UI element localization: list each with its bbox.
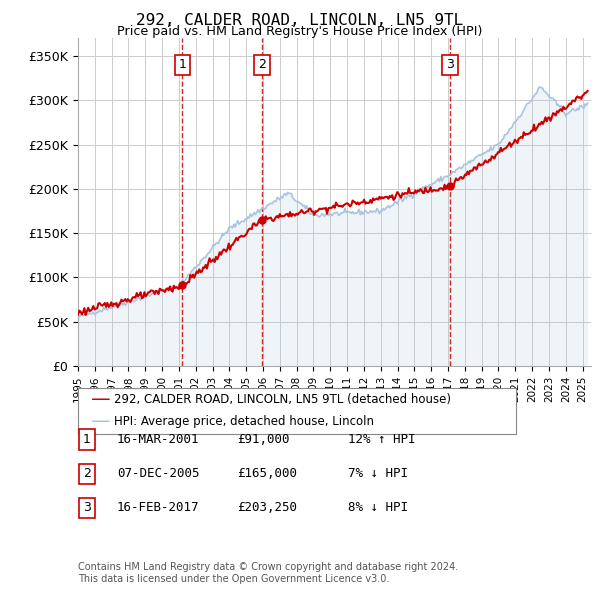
Text: 12% ↑ HPI: 12% ↑ HPI	[348, 433, 415, 446]
Text: £91,000: £91,000	[237, 433, 290, 446]
Text: Contains HM Land Registry data © Crown copyright and database right 2024.
This d: Contains HM Land Registry data © Crown c…	[78, 562, 458, 584]
Text: £203,250: £203,250	[237, 502, 297, 514]
Text: 07-DEC-2005: 07-DEC-2005	[117, 467, 199, 480]
Text: 1: 1	[179, 58, 187, 71]
Text: 292, CALDER ROAD, LINCOLN, LN5 9TL (detached house): 292, CALDER ROAD, LINCOLN, LN5 9TL (deta…	[114, 393, 451, 406]
Text: —: —	[91, 390, 111, 409]
Text: 2: 2	[258, 58, 266, 71]
Text: HPI: Average price, detached house, Lincoln: HPI: Average price, detached house, Linc…	[114, 415, 374, 428]
Text: 16-FEB-2017: 16-FEB-2017	[117, 502, 199, 514]
Text: Price paid vs. HM Land Registry's House Price Index (HPI): Price paid vs. HM Land Registry's House …	[118, 25, 482, 38]
Text: —: —	[91, 412, 111, 431]
Text: 7% ↓ HPI: 7% ↓ HPI	[348, 467, 408, 480]
Text: 16-MAR-2001: 16-MAR-2001	[117, 433, 199, 446]
Text: 3: 3	[83, 502, 91, 514]
Text: 292, CALDER ROAD, LINCOLN, LN5 9TL: 292, CALDER ROAD, LINCOLN, LN5 9TL	[136, 13, 464, 28]
Text: 1: 1	[83, 433, 91, 446]
Text: 2: 2	[83, 467, 91, 480]
Text: 8% ↓ HPI: 8% ↓ HPI	[348, 502, 408, 514]
Text: £165,000: £165,000	[237, 467, 297, 480]
Text: 3: 3	[446, 58, 454, 71]
